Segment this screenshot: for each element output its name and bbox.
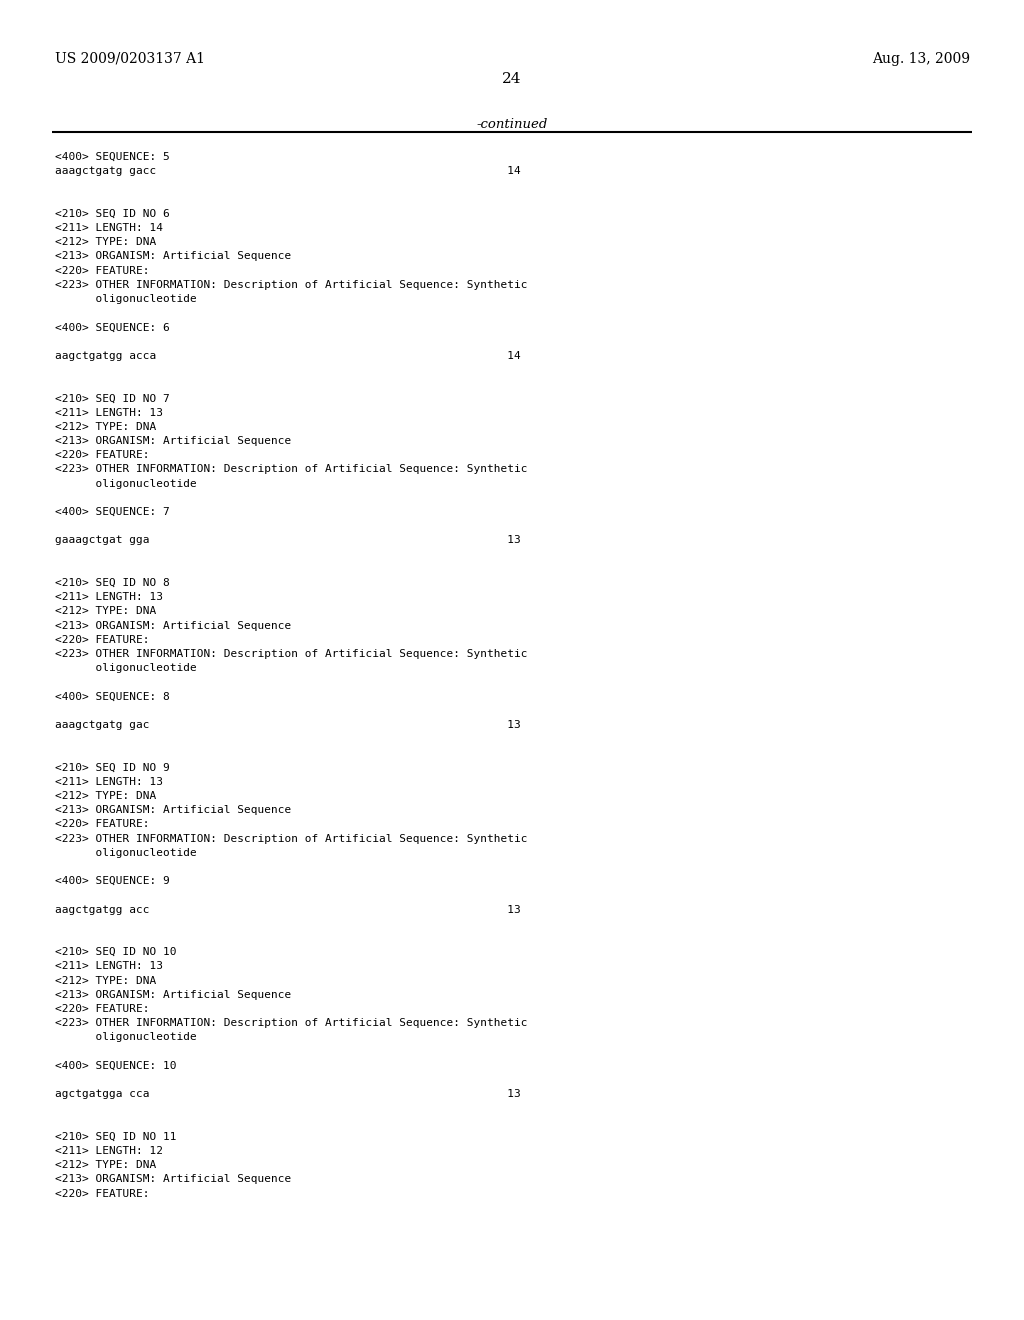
Text: <400> SEQUENCE: 5: <400> SEQUENCE: 5 [55,152,170,162]
Text: <400> SEQUENCE: 8: <400> SEQUENCE: 8 [55,692,170,702]
Text: <220> FEATURE:: <220> FEATURE: [55,265,150,276]
Text: -continued: -continued [476,117,548,131]
Text: gaaagctgat gga                                                     13: gaaagctgat gga 13 [55,536,521,545]
Text: <220> FEATURE:: <220> FEATURE: [55,1188,150,1199]
Text: <210> SEQ ID NO 11: <210> SEQ ID NO 11 [55,1131,176,1142]
Text: aaagctgatg gacc                                                    14: aaagctgatg gacc 14 [55,166,521,176]
Text: <220> FEATURE:: <220> FEATURE: [55,820,150,829]
Text: aagctgatgg acc                                                     13: aagctgatgg acc 13 [55,904,521,915]
Text: <400> SEQUENCE: 6: <400> SEQUENCE: 6 [55,322,170,333]
Text: <400> SEQUENCE: 10: <400> SEQUENCE: 10 [55,1061,176,1071]
Text: <220> FEATURE:: <220> FEATURE: [55,635,150,644]
Text: oligonucleotide: oligonucleotide [55,1032,197,1043]
Text: <212> TYPE: DNA: <212> TYPE: DNA [55,791,157,801]
Text: <213> ORGANISM: Artificial Sequence: <213> ORGANISM: Artificial Sequence [55,805,291,816]
Text: <223> OTHER INFORMATION: Description of Artificial Sequence: Synthetic: <223> OTHER INFORMATION: Description of … [55,1018,527,1028]
Text: <211> LENGTH: 12: <211> LENGTH: 12 [55,1146,163,1156]
Text: aagctgatgg acca                                                    14: aagctgatgg acca 14 [55,351,521,360]
Text: <212> TYPE: DNA: <212> TYPE: DNA [55,422,157,432]
Text: 24: 24 [502,73,522,86]
Text: <213> ORGANISM: Artificial Sequence: <213> ORGANISM: Artificial Sequence [55,251,291,261]
Text: <212> TYPE: DNA: <212> TYPE: DNA [55,238,157,247]
Text: <213> ORGANISM: Artificial Sequence: <213> ORGANISM: Artificial Sequence [55,990,291,999]
Text: <223> OTHER INFORMATION: Description of Artificial Sequence: Synthetic: <223> OTHER INFORMATION: Description of … [55,465,527,474]
Text: <211> LENGTH: 14: <211> LENGTH: 14 [55,223,163,234]
Text: oligonucleotide: oligonucleotide [55,294,197,304]
Text: oligonucleotide: oligonucleotide [55,847,197,858]
Text: <400> SEQUENCE: 9: <400> SEQUENCE: 9 [55,876,170,886]
Text: <210> SEQ ID NO 9: <210> SEQ ID NO 9 [55,763,170,772]
Text: <223> OTHER INFORMATION: Description of Artificial Sequence: Synthetic: <223> OTHER INFORMATION: Description of … [55,280,527,290]
Text: Aug. 13, 2009: Aug. 13, 2009 [872,51,970,66]
Text: oligonucleotide: oligonucleotide [55,479,197,488]
Text: <212> TYPE: DNA: <212> TYPE: DNA [55,1160,157,1171]
Text: US 2009/0203137 A1: US 2009/0203137 A1 [55,51,205,66]
Text: <211> LENGTH: 13: <211> LENGTH: 13 [55,593,163,602]
Text: <210> SEQ ID NO 10: <210> SEQ ID NO 10 [55,948,176,957]
Text: aaagctgatg gac                                                     13: aaagctgatg gac 13 [55,719,521,730]
Text: <211> LENGTH: 13: <211> LENGTH: 13 [55,776,163,787]
Text: <211> LENGTH: 13: <211> LENGTH: 13 [55,961,163,972]
Text: <223> OTHER INFORMATION: Description of Artificial Sequence: Synthetic: <223> OTHER INFORMATION: Description of … [55,649,527,659]
Text: <213> ORGANISM: Artificial Sequence: <213> ORGANISM: Artificial Sequence [55,1175,291,1184]
Text: <210> SEQ ID NO 8: <210> SEQ ID NO 8 [55,578,170,587]
Text: <210> SEQ ID NO 7: <210> SEQ ID NO 7 [55,393,170,404]
Text: <213> ORGANISM: Artificial Sequence: <213> ORGANISM: Artificial Sequence [55,620,291,631]
Text: agctgatgga cca                                                     13: agctgatgga cca 13 [55,1089,521,1100]
Text: <211> LENGTH: 13: <211> LENGTH: 13 [55,408,163,417]
Text: <223> OTHER INFORMATION: Description of Artificial Sequence: Synthetic: <223> OTHER INFORMATION: Description of … [55,834,527,843]
Text: <212> TYPE: DNA: <212> TYPE: DNA [55,606,157,616]
Text: <210> SEQ ID NO 6: <210> SEQ ID NO 6 [55,209,170,219]
Text: <213> ORGANISM: Artificial Sequence: <213> ORGANISM: Artificial Sequence [55,436,291,446]
Text: <220> FEATURE:: <220> FEATURE: [55,1005,150,1014]
Text: <400> SEQUENCE: 7: <400> SEQUENCE: 7 [55,507,170,517]
Text: <212> TYPE: DNA: <212> TYPE: DNA [55,975,157,986]
Text: <220> FEATURE:: <220> FEATURE: [55,450,150,461]
Text: oligonucleotide: oligonucleotide [55,663,197,673]
